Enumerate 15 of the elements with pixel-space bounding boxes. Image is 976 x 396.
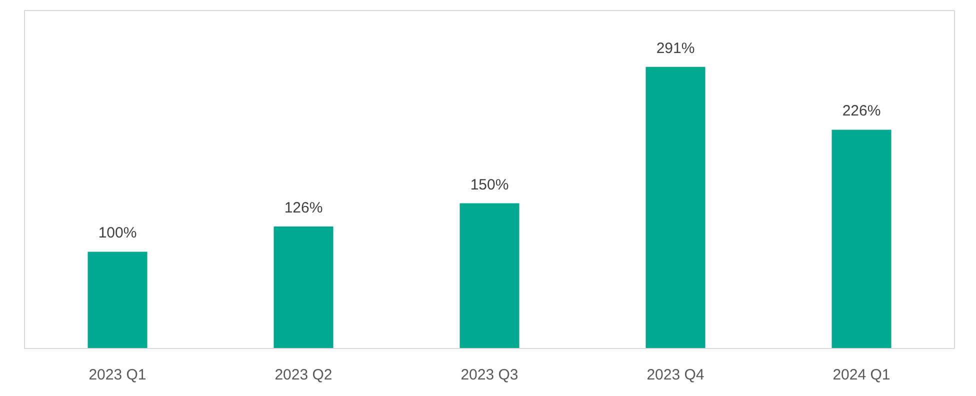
bar — [646, 66, 706, 348]
data-label: 126% — [284, 200, 323, 217]
bar — [274, 226, 334, 348]
data-label: 226% — [842, 102, 881, 120]
x-tick-label: 2024 Q1 — [832, 366, 890, 384]
x-tick-label: 2023 Q4 — [646, 366, 704, 384]
data-label: 150% — [470, 176, 509, 194]
bar — [832, 130, 892, 348]
bar — [460, 203, 520, 348]
x-tick-label: 2023 Q1 — [88, 366, 146, 384]
x-tick-label: 2023 Q3 — [460, 366, 518, 384]
bar — [88, 252, 148, 348]
x-tick-label: 2023 Q2 — [274, 366, 332, 384]
data-label: 100% — [98, 224, 137, 242]
data-label: 291% — [656, 40, 695, 57]
